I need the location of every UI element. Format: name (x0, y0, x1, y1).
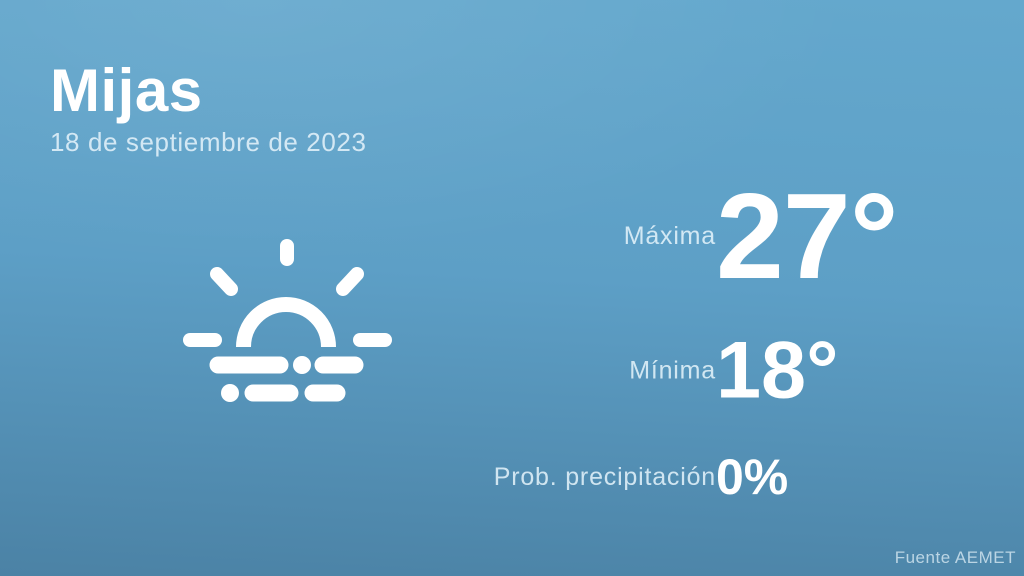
date-subtitle: 18 de septiembre de 2023 (50, 127, 367, 157)
mist-dot-1 (293, 356, 311, 374)
ray-left (210, 267, 238, 296)
metric-row-minima: Mínima 18° (330, 325, 964, 416)
precipitacion-label: Prob. precipitación (493, 462, 716, 491)
ray-right (336, 267, 364, 296)
precipitacion-value: 0% (716, 449, 789, 505)
location-title: Mijas (50, 57, 203, 124)
source-attribution: Fuente AEMET (894, 548, 1016, 567)
maxima-label: Máxima (623, 221, 716, 250)
mist-dot-2 (221, 384, 239, 402)
maxima-value: 27° (716, 168, 899, 304)
minima-label: Mínima (629, 356, 716, 385)
sun-haze-icon (183, 233, 393, 405)
header: Mijas 18 de septiembre de 2023 (50, 58, 367, 158)
metric-row-maxima: Máxima 27° (330, 175, 964, 297)
sun-arc (236, 297, 336, 348)
metric-row-precipitacion: Prob. precipitación 0% (330, 452, 964, 502)
minima-value: 18° (716, 325, 839, 416)
